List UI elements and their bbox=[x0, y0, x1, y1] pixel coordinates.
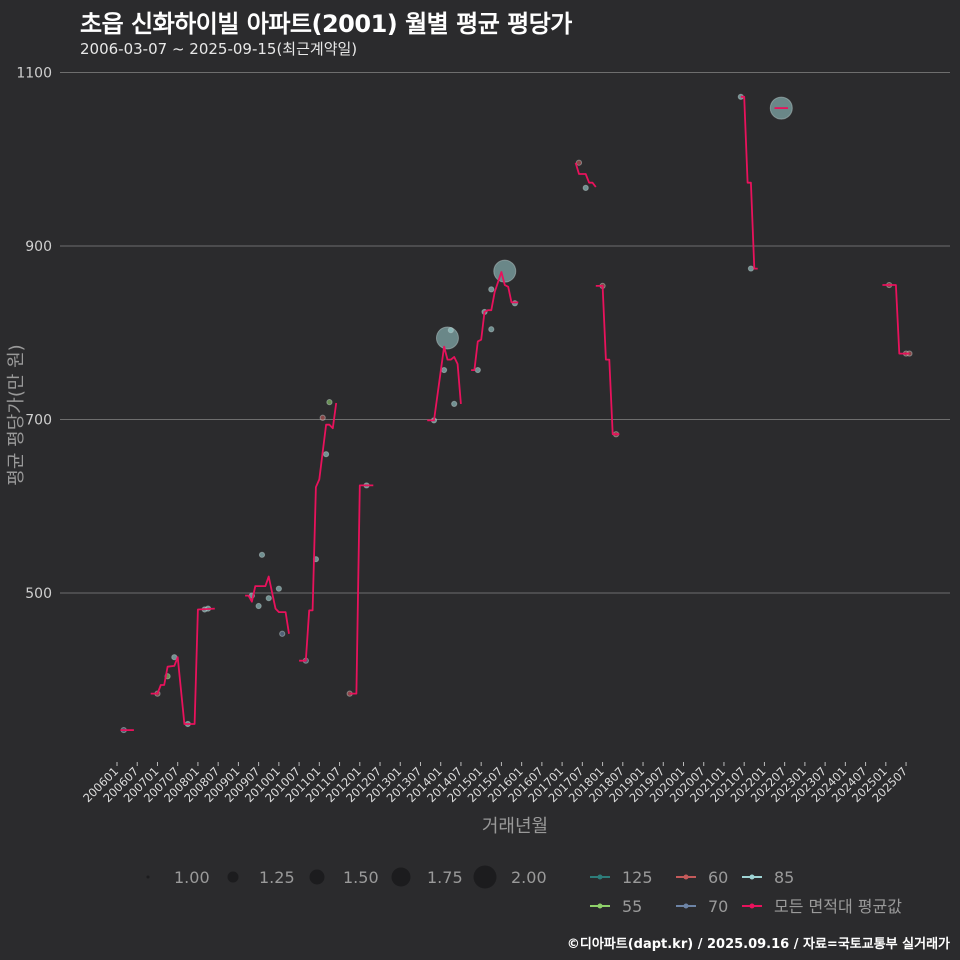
data-point bbox=[493, 259, 517, 283]
size-legend-circle bbox=[309, 869, 325, 885]
average-line-segment bbox=[245, 575, 290, 634]
data-point bbox=[440, 366, 448, 374]
data-point bbox=[326, 399, 333, 406]
average-line-segment bbox=[882, 284, 910, 355]
average-line-segment bbox=[427, 345, 462, 422]
data-point bbox=[258, 551, 266, 558]
data-point bbox=[435, 326, 459, 350]
color-legend-label: 85 bbox=[774, 868, 794, 887]
y-tick-label: 700 bbox=[25, 413, 52, 429]
y-tick-label: 500 bbox=[25, 586, 52, 602]
size-legend-circle bbox=[473, 865, 497, 889]
color-legend-dot bbox=[749, 903, 755, 909]
color-legend-label: 125 bbox=[622, 868, 653, 887]
color-legend-label: 55 bbox=[622, 897, 642, 916]
color-legend-label: 60 bbox=[708, 868, 728, 887]
data-point bbox=[575, 159, 583, 166]
size-legend-label: 1.00 bbox=[174, 868, 210, 887]
color-legend-label: 70 bbox=[708, 897, 728, 916]
size-legend-label: 2.00 bbox=[511, 868, 547, 887]
y-tick-label: 1100 bbox=[16, 66, 52, 82]
color-legend-dot bbox=[597, 874, 603, 880]
data-point bbox=[255, 602, 262, 610]
data-point bbox=[322, 451, 330, 458]
y-axis-title: 평균 평당가(만 원) bbox=[6, 344, 27, 485]
data-point bbox=[319, 414, 326, 421]
data-point bbox=[582, 184, 589, 191]
data-point bbox=[279, 630, 286, 637]
size-legend-circle bbox=[146, 875, 150, 879]
data-point bbox=[447, 327, 454, 334]
chart-subtitle: 2006-03-07 ~ 2025-09-15(최근계약일) bbox=[80, 40, 358, 58]
data-point bbox=[474, 366, 481, 374]
size-legend-label: 1.50 bbox=[343, 868, 379, 887]
color-legend-dot bbox=[749, 874, 755, 880]
average-line-segment bbox=[471, 271, 519, 371]
data-point bbox=[488, 326, 495, 333]
x-axis-title: 거래년월 bbox=[482, 816, 548, 837]
data-point bbox=[275, 585, 282, 592]
data-point bbox=[488, 286, 495, 293]
data-point bbox=[265, 595, 272, 602]
size-legend-label: 1.75 bbox=[427, 868, 463, 887]
size-legend-circle bbox=[227, 871, 239, 883]
average-line-segment bbox=[150, 607, 215, 725]
average-line-segment bbox=[595, 285, 620, 436]
average-line-segment bbox=[299, 402, 338, 662]
size-legend-circle bbox=[391, 867, 411, 887]
source-credit: ©디아파트(dapt.kr) / 2025.09.16 / 자료=국토교통부 실… bbox=[566, 937, 950, 952]
data-point bbox=[451, 400, 458, 407]
color-legend-dot bbox=[683, 874, 689, 880]
color-legend-dot bbox=[683, 903, 689, 909]
average-line-segment bbox=[740, 95, 758, 270]
color-legend-label: 모든 면적대 평균값 bbox=[774, 897, 902, 916]
average-line-segment bbox=[349, 484, 374, 695]
color-legend-dot bbox=[597, 903, 603, 909]
size-legend-label: 1.25 bbox=[259, 868, 295, 887]
chart-title: 초읍 신화하이빌 아파트(2001) 월별 평균 평당가 bbox=[80, 10, 572, 38]
y-tick-label: 900 bbox=[25, 239, 52, 255]
average-line-segment bbox=[574, 162, 597, 188]
data-point bbox=[747, 265, 755, 272]
